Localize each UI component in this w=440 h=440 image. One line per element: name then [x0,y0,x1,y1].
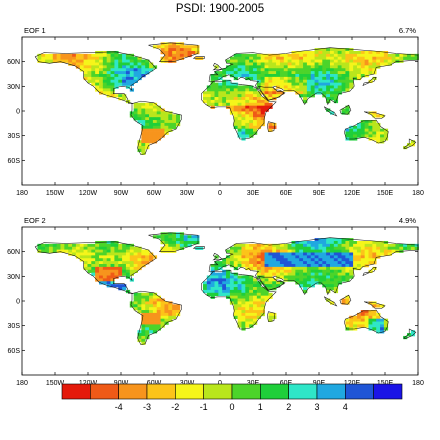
colorbar-swatch [345,383,374,400]
coastline-eurasia [208,237,419,296]
coastline-madagascar [267,311,276,322]
colorbar-tick-label: -1 [200,402,208,412]
coastline-arabia-fix [257,85,285,101]
lat-tick-label: 30N [7,274,20,281]
coastline-new-guinea [364,301,386,309]
colorbar: -4 -3 -2 -1 0 1 2 3 4 [61,383,403,412]
coastline-arabia-fix [257,275,285,291]
lon-tick-label: 150W [46,380,65,387]
coastline-japan [362,77,377,87]
lat-tick-label: 60N [7,249,20,256]
coastline-greenland [148,232,199,252]
coastline-new-guinea [364,111,386,119]
lon-tick-label: 60E [280,190,293,197]
psdi-field [37,232,419,345]
lon-tick-label: 120E [344,380,361,387]
lon-tick-label: 180 [16,380,28,387]
lon-tick-label: 0 [218,190,222,197]
eof1-panel: 60N 30N 0 30S 60S 180 150W 120W 90W 60W 30W 0 30E 60E… [7,26,424,197]
panel-label: EOF 2 [24,216,46,225]
coastline-japan [362,267,377,277]
lon-tick-label: 90E [313,190,326,197]
figure-title: PSDI: 1900-2005 [175,3,265,15]
coastline-australia [344,309,389,334]
colorbar-tick-label: -4 [115,402,123,412]
lat-tick-label: 0 [16,299,20,306]
colorbar-tick-label: 2 [286,402,291,412]
coastline-australia [344,119,389,144]
colorbar-swatch [118,383,148,400]
coastline-africa [201,80,277,140]
coastline-new-zealand [403,138,417,150]
colorbar-tick-label: 0 [229,402,234,412]
colorbar-swatch [288,383,318,400]
coastline-iceland [192,246,205,249]
coastline-uk [212,62,223,71]
coastline-south-america [130,100,182,155]
lon-tick-label: 90W [114,380,129,387]
colorbar-tick-label: -2 [171,402,179,412]
colorbar-swatch [90,383,119,400]
coastline-south-america [130,290,182,345]
lon-tick-label: 120W [79,380,98,387]
lon-tick-label: 120E [344,190,361,197]
coastline-eurasia [208,47,419,106]
colorbar-tick-label: 3 [314,402,319,412]
colorbar-swatch [175,383,204,400]
colorbar-swatch [260,383,289,400]
coastline-sumatra [323,296,338,307]
colorbar-tick-label: -3 [143,402,151,412]
lon-tick-label: 30E [247,380,260,387]
lon-tick-label: 150E [377,380,394,387]
colorbar-swatch [203,383,233,400]
lon-tick-label: 180 [16,190,28,197]
colorbar-swatch [231,383,261,400]
coastline-africa [201,270,277,330]
lat-tick-label: 30N [7,84,20,91]
coastline-north-america [34,51,157,104]
coastline-borneo [339,104,352,115]
coastline-madagascar [267,121,276,132]
colorbar-tick-label: 4 [343,402,348,412]
lon-tick-label: 90W [114,190,129,197]
panel-percent: 4.9% [399,216,416,225]
colorbar-swatch [316,383,346,400]
colorbar-swatch [61,383,91,400]
lat-tick-label: 0 [16,109,20,116]
coastline-sumatra [323,106,338,117]
lon-tick-label: 150E [377,190,394,197]
coastline-iceland [192,56,205,59]
lat-tick-label: 60S [8,348,21,355]
colorbar-swatch [373,383,403,400]
lon-tick-label: 30W [180,190,195,197]
lon-tick-label: 0 [218,380,222,387]
lon-tick-label: 180 [412,380,424,387]
panel-label: EOF 1 [24,26,46,35]
lat-tick-label: 60S [8,158,21,165]
lon-tick-label: 60W [147,190,162,197]
lon-tick-label: 90E [313,380,326,387]
lon-tick-label: 150W [46,190,65,197]
coastline-uk [212,252,223,261]
lon-tick-label: 120W [79,190,98,197]
coastline-new-zealand [403,328,417,340]
colorbar-swatch [146,383,176,400]
panel-percent: 6.7% [399,26,416,35]
lon-tick-label: 60W [147,380,162,387]
lon-tick-label: 30E [247,190,260,197]
lon-tick-label: 180 [412,190,424,197]
coastline-borneo [339,294,352,305]
coastline-greenland [148,42,199,62]
lat-tick-label: 30S [8,133,21,140]
coastlines [34,42,419,155]
eof2-panel: 60N 30N 0 30S 60S 180 150W 120W 90W 60W 30W 0 30E 60E… [7,216,424,387]
lon-tick-label: 30W [180,380,195,387]
lon-tick-label: 60E [280,380,293,387]
lat-tick-label: 30S [8,323,21,330]
colorbar-tick-label: 1 [258,402,263,412]
coastline-north-america [34,241,157,294]
lat-tick-label: 60N [7,59,20,66]
coastlines [34,232,419,345]
